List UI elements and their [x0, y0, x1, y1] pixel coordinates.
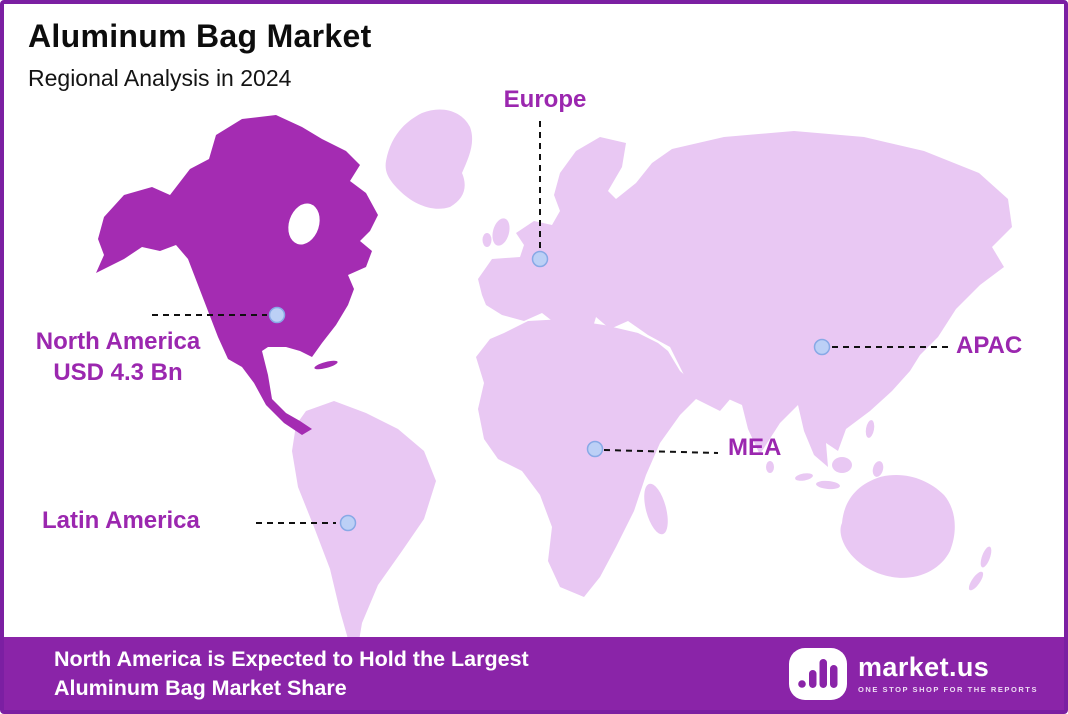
header: Aluminum Bag Market Regional Analysis in… [28, 18, 372, 92]
region-label-north-america: North America USD 4.3 Bn [20, 327, 216, 388]
page-subtitle: Regional Analysis in 2024 [28, 65, 292, 91]
footer-caption-line1: North America is Expected to Hold the La… [54, 646, 529, 671]
region-africa [476, 319, 704, 597]
region-eurasia [478, 131, 1012, 467]
region-south-america [292, 401, 436, 647]
region-australia [840, 475, 955, 578]
island-cuba [314, 360, 338, 370]
region-label-mea: MEA [728, 434, 782, 461]
leader-line-mea [603, 449, 719, 454]
brand-text: market.us ONE STOP SHOP FOR THE REPORTS [858, 651, 1038, 694]
footer-caption-line2: Aluminum Bag Market Share [54, 675, 347, 700]
brand-logo-icon [789, 647, 848, 700]
island-new-zealand-south [968, 571, 984, 591]
footer-bar: North America is Expected to Hold the La… [4, 637, 1064, 710]
marker-apac [813, 338, 831, 356]
hudson-bay [288, 203, 320, 245]
region-label-latin-america: Latin America [42, 507, 200, 534]
region-greenland [385, 109, 473, 209]
marker-north-america [268, 306, 286, 324]
island-new-guinea [892, 484, 920, 498]
island-ireland [482, 233, 492, 247]
marker-latin-america [339, 514, 357, 532]
island-japan-1 [890, 275, 900, 293]
region-label-europe: Europe [503, 86, 587, 113]
island-sumatra [795, 473, 813, 481]
world-map [96, 109, 1012, 647]
island-sulawesi [872, 461, 884, 477]
region-label-north-america-value: USD 4.3 Bn [53, 358, 183, 386]
marker-europe [531, 250, 549, 268]
island-philippines [865, 420, 875, 438]
region-north-america [96, 115, 378, 435]
marker-mea [586, 440, 604, 458]
brand-tagline: ONE STOP SHOP FOR THE REPORTS [858, 684, 1038, 694]
region-label-north-america-name: North America [35, 328, 201, 355]
page-title: Aluminum Bag Market [28, 18, 372, 54]
island-sri-lanka [766, 461, 774, 473]
island-java [816, 480, 840, 490]
brand-name: market.us [858, 651, 990, 682]
island-madagascar [644, 483, 668, 535]
island-uk [492, 218, 510, 246]
island-japan-3 [905, 310, 917, 328]
island-new-zealand-north [980, 546, 992, 568]
island-borneo [832, 457, 852, 473]
region-label-apac: APAC [956, 332, 1023, 359]
island-japan-2 [898, 291, 910, 311]
brand-logo: market.us ONE STOP SHOP FOR THE REPORTS [789, 647, 1038, 700]
footer-caption: North America is Expected to Hold the La… [54, 645, 529, 702]
